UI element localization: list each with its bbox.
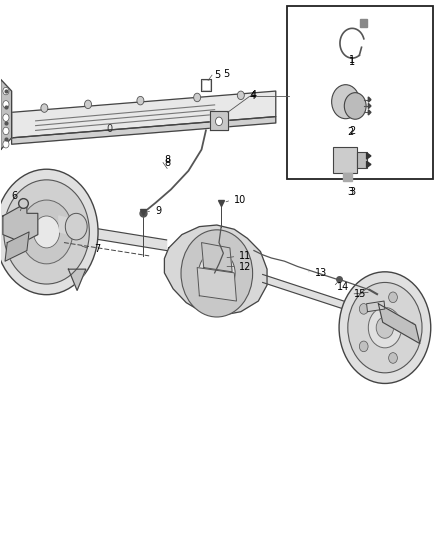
Circle shape bbox=[207, 262, 226, 285]
Polygon shape bbox=[367, 161, 371, 167]
Circle shape bbox=[344, 93, 366, 119]
Circle shape bbox=[3, 101, 9, 108]
Polygon shape bbox=[263, 274, 376, 320]
Circle shape bbox=[65, 213, 87, 240]
Text: 8: 8 bbox=[165, 158, 171, 168]
Polygon shape bbox=[35, 219, 166, 251]
Circle shape bbox=[368, 308, 402, 348]
Circle shape bbox=[41, 104, 48, 112]
Text: 2: 2 bbox=[347, 127, 353, 137]
Polygon shape bbox=[68, 269, 86, 290]
Polygon shape bbox=[201, 79, 211, 91]
Polygon shape bbox=[59, 216, 81, 237]
Text: 12: 12 bbox=[239, 262, 251, 271]
Polygon shape bbox=[360, 19, 367, 27]
Circle shape bbox=[359, 341, 368, 352]
Circle shape bbox=[3, 141, 9, 148]
Text: 8: 8 bbox=[164, 155, 170, 165]
Circle shape bbox=[407, 322, 416, 333]
Circle shape bbox=[359, 304, 368, 314]
Polygon shape bbox=[367, 153, 371, 159]
Polygon shape bbox=[368, 110, 371, 115]
Text: 13: 13 bbox=[315, 268, 327, 278]
Text: 4: 4 bbox=[250, 91, 256, 101]
Text: 5: 5 bbox=[223, 69, 230, 79]
Circle shape bbox=[332, 85, 360, 119]
Circle shape bbox=[85, 100, 92, 109]
Text: 4: 4 bbox=[251, 90, 257, 100]
Text: 15: 15 bbox=[354, 289, 367, 299]
Text: 3: 3 bbox=[347, 187, 353, 197]
Circle shape bbox=[33, 216, 60, 248]
Polygon shape bbox=[197, 268, 237, 301]
Text: 11: 11 bbox=[239, 252, 251, 261]
Polygon shape bbox=[367, 301, 385, 312]
Circle shape bbox=[376, 317, 394, 338]
Circle shape bbox=[0, 169, 98, 295]
Circle shape bbox=[194, 93, 201, 102]
Circle shape bbox=[3, 127, 9, 135]
Text: 1: 1 bbox=[349, 55, 355, 66]
Polygon shape bbox=[203, 82, 208, 89]
Circle shape bbox=[181, 230, 253, 317]
Polygon shape bbox=[164, 225, 267, 316]
Text: 14: 14 bbox=[337, 282, 349, 292]
Bar bbox=[287, 6, 433, 179]
Polygon shape bbox=[12, 117, 276, 144]
Circle shape bbox=[20, 200, 73, 264]
Text: 3: 3 bbox=[349, 187, 355, 197]
Bar bbox=[332, 147, 357, 173]
Polygon shape bbox=[378, 304, 420, 344]
Circle shape bbox=[4, 180, 89, 284]
Text: 9: 9 bbox=[155, 206, 162, 216]
Text: 0: 0 bbox=[107, 124, 113, 134]
Polygon shape bbox=[1, 79, 12, 150]
Text: 7: 7 bbox=[95, 244, 101, 254]
Circle shape bbox=[237, 91, 244, 100]
Text: 1: 1 bbox=[349, 56, 355, 67]
Circle shape bbox=[215, 117, 223, 126]
Text: 6: 6 bbox=[12, 191, 18, 201]
Text: 10: 10 bbox=[234, 195, 247, 205]
Circle shape bbox=[348, 282, 422, 373]
Polygon shape bbox=[343, 173, 352, 181]
Circle shape bbox=[339, 272, 431, 383]
Polygon shape bbox=[5, 232, 29, 261]
Polygon shape bbox=[201, 243, 232, 272]
Circle shape bbox=[3, 87, 9, 95]
Polygon shape bbox=[3, 203, 38, 243]
Circle shape bbox=[137, 96, 144, 105]
Polygon shape bbox=[12, 91, 276, 138]
Circle shape bbox=[3, 114, 9, 122]
Polygon shape bbox=[368, 103, 371, 109]
Circle shape bbox=[389, 353, 397, 364]
Polygon shape bbox=[210, 111, 228, 131]
Polygon shape bbox=[368, 97, 371, 102]
Text: 2: 2 bbox=[349, 126, 355, 135]
Text: 5: 5 bbox=[215, 70, 221, 80]
Circle shape bbox=[198, 251, 235, 296]
Circle shape bbox=[389, 292, 397, 303]
Bar bbox=[357, 152, 367, 168]
